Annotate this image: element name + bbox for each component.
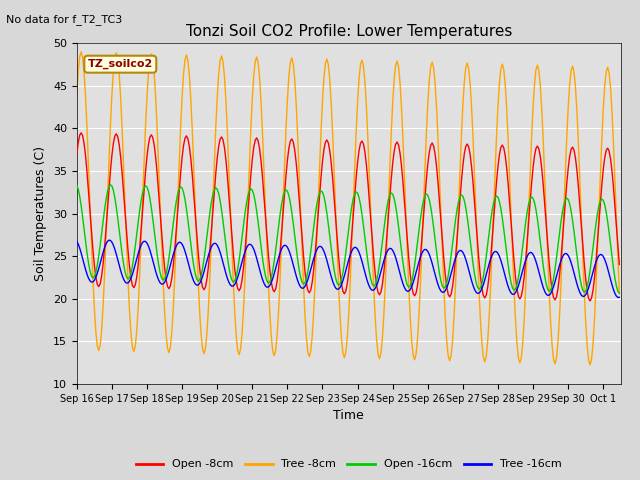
- X-axis label: Time: Time: [333, 409, 364, 422]
- Legend: Open -8cm, Tree -8cm, Open -16cm, Tree -16cm: Open -8cm, Tree -8cm, Open -16cm, Tree -…: [131, 455, 566, 474]
- Title: Tonzi Soil CO2 Profile: Lower Temperatures: Tonzi Soil CO2 Profile: Lower Temperatur…: [186, 24, 512, 39]
- Y-axis label: Soil Temperatures (C): Soil Temperatures (C): [35, 146, 47, 281]
- Text: TZ_soilco2: TZ_soilco2: [88, 59, 153, 69]
- Text: No data for f_T2_TC3: No data for f_T2_TC3: [6, 14, 123, 25]
